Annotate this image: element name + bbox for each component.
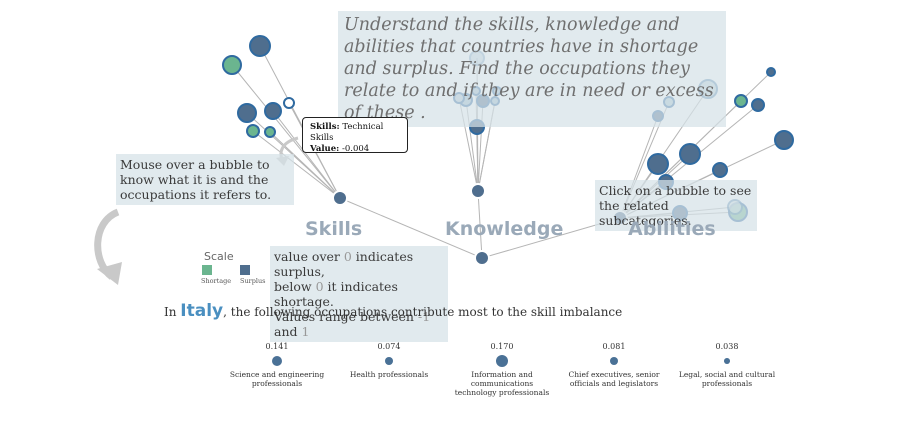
occupation-label: Chief executives, senior officials and l… [568, 370, 660, 388]
skills-bubble[interactable] [264, 102, 282, 120]
occupation-dot[interactable] [724, 358, 730, 364]
occupation-value: 0.170 [490, 342, 514, 351]
value-zero: 0 [343, 249, 352, 264]
skills-bubble[interactable] [222, 55, 242, 75]
knowledge-node[interactable] [470, 183, 486, 199]
country-name[interactable]: Italy [180, 301, 224, 321]
surplus-swatch [240, 265, 250, 275]
scale-title: Scale [204, 250, 234, 263]
occupation-dot[interactable] [496, 355, 508, 367]
occupation-label: Health professionals [349, 370, 429, 379]
occupation-dot-wrap [677, 354, 777, 368]
occupation-value: 0.074 [377, 342, 401, 351]
abilities-bubble[interactable] [647, 153, 669, 175]
value-note-text: and [274, 324, 302, 339]
network-link [476, 126, 479, 192]
value-note-text: below [274, 279, 316, 294]
occupation-dot-wrap [564, 354, 664, 368]
hint-mouseover: Mouse over a bubble to know what it is a… [116, 154, 294, 205]
occupation-label: Science and engineering professionals [229, 370, 325, 388]
abilities-bubble[interactable] [751, 98, 765, 112]
intro-text: Understand the skills, knowledge and abi… [338, 11, 726, 127]
occupation-dot[interactable] [271, 355, 283, 367]
occupation-dot[interactable] [385, 357, 393, 365]
value-zero: 0 [315, 279, 324, 294]
occupation-item[interactable]: 0.038 Legal, social and cultural professi… [677, 342, 777, 388]
value-min: -1 [417, 309, 431, 324]
tooltip-key-skills: Skills: [310, 122, 340, 132]
skills-bubble[interactable] [264, 126, 276, 138]
abilities-bubble[interactable] [766, 67, 776, 77]
occupation-item[interactable]: 0.074 Health professionals [339, 342, 439, 379]
abilities-bubble[interactable] [679, 143, 701, 165]
occupation-item[interactable]: 0.170 Information and communications tech… [452, 342, 552, 397]
category-skills-label[interactable]: Skills [305, 218, 363, 240]
tooltip-key-value: Value: [310, 144, 340, 154]
value-note-text: indicates surplus, [274, 249, 414, 279]
category-abilities-label[interactable]: Abilities [628, 218, 716, 240]
shortage-swatch [202, 265, 212, 275]
hint-click: Click on a bubble to see the related sub… [595, 180, 757, 231]
sentence-post: , the following occupations contribute m… [223, 305, 623, 319]
abilities-bubble[interactable] [774, 130, 794, 150]
arrow-head-icon [97, 262, 122, 285]
network-link [272, 110, 341, 199]
occupation-dot-wrap [452, 354, 552, 368]
network-link [339, 197, 483, 259]
network-link [269, 131, 341, 199]
occupation-dot-wrap [339, 354, 439, 368]
occupation-dot-wrap [227, 354, 327, 368]
value-note-text: Values range between [274, 309, 418, 324]
occupation-item[interactable]: 0.081 Chief executives, senior officials … [564, 342, 664, 388]
shortage-label: Shortage [201, 277, 232, 285]
occupation-label: Legal, social and cultural professionals [678, 370, 776, 388]
skills-bubble[interactable] [237, 103, 257, 123]
skills-bubble[interactable] [249, 35, 271, 57]
value-note-text: it indicates shortage. [274, 279, 398, 309]
skills-bubble[interactable] [246, 124, 260, 138]
occupation-value: 0.141 [265, 342, 289, 351]
occupation-label: Information and communications technolog… [454, 370, 550, 397]
abilities-bubble[interactable] [712, 162, 728, 178]
bubble-tooltip: Skills: Technical Skills Value: -0.004 [302, 117, 408, 154]
network-link [477, 190, 483, 259]
abilities-bubble[interactable] [734, 94, 748, 108]
sentence-pre: In [164, 305, 181, 319]
value-max: 1 [301, 324, 310, 339]
skills-node[interactable] [332, 190, 348, 206]
root-node[interactable] [474, 250, 490, 266]
surplus-label: Surplus [240, 277, 266, 285]
occupation-dot[interactable] [609, 356, 619, 366]
tooltip-skill-name: Technical Skills [310, 122, 384, 143]
occupation-value: 0.081 [602, 342, 626, 351]
network-link [231, 64, 341, 199]
imbalance-sentence: In Italy, the following occupations cont… [164, 301, 622, 321]
tooltip-value: -0.004 [341, 144, 370, 154]
network-link [252, 130, 341, 199]
occupation-item[interactable]: 0.141 Science and engineering professiona… [227, 342, 327, 388]
skills-bubble[interactable] [283, 97, 295, 109]
category-knowledge-label[interactable]: Knowledge [445, 218, 564, 240]
value-note-text: value over [274, 249, 344, 264]
occupation-value: 0.038 [715, 342, 739, 351]
value-explanation: value over 0 indicates surplus, below 0 … [270, 246, 448, 342]
